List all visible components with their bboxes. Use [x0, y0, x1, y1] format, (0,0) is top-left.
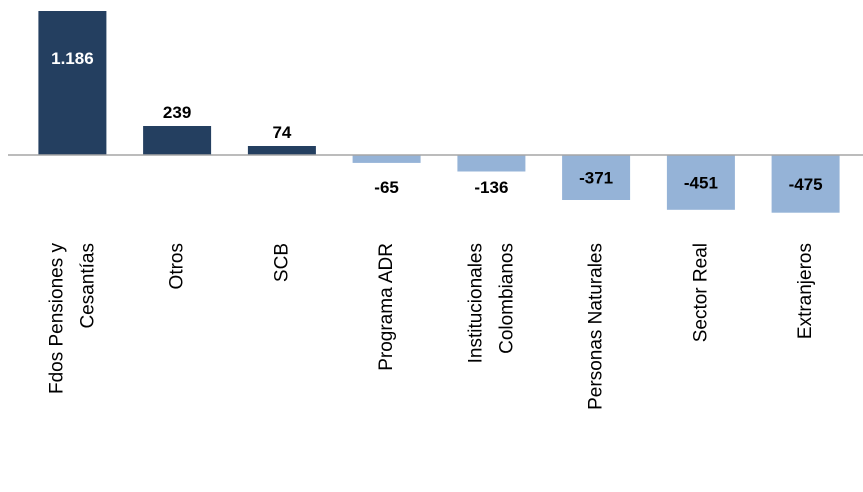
- bar-0: [38, 11, 107, 155]
- category-label-2: SCB: [271, 243, 292, 282]
- category-label-0-line-1: Cesantías: [77, 243, 98, 329]
- category-label-7: Extranjeros: [795, 243, 816, 339]
- bar-4: [457, 155, 526, 172]
- bar-3: [352, 155, 421, 163]
- category-labels-layer: Fdos Pensiones y Cesantías Otros SCB Program…: [46, 243, 816, 410]
- value-label-2: 74: [272, 123, 291, 142]
- category-label-1-line-0: Otros: [167, 243, 188, 289]
- bar-5: [562, 155, 631, 200]
- value-label-3: -65: [374, 178, 399, 197]
- category-label-5-line-0: Personas Naturales: [586, 243, 607, 410]
- value-label-6: -451: [684, 173, 718, 192]
- category-label-6: Sector Real: [690, 243, 711, 342]
- value-label-1: 239: [163, 103, 191, 122]
- value-label-5: -371: [579, 169, 613, 188]
- bar-2: [247, 146, 316, 155]
- category-label-7-line-0: Extranjeros: [795, 243, 816, 339]
- bar-7: [771, 155, 840, 213]
- category-label-2-line-0: SCB: [271, 243, 292, 282]
- category-label-3: Programa ADR: [376, 243, 397, 371]
- category-label-4-line-1: Colombianos: [496, 243, 517, 354]
- value-label-7: -475: [789, 175, 823, 194]
- bar-6: [666, 155, 735, 210]
- bars-layer: [38, 11, 840, 213]
- category-label-3-line-0: Programa ADR: [376, 243, 397, 371]
- category-label-6-line-0: Sector Real: [690, 243, 711, 342]
- value-labels-layer: 1.186 239 74 -65 -136 -371 -451 -475: [51, 49, 822, 197]
- category-label-4-line-0: Institucionales: [465, 243, 486, 363]
- category-label-4: Institucionales Colombianos: [465, 243, 517, 363]
- category-label-1: Otros: [167, 243, 188, 289]
- category-label-0-line-0: Fdos Pensiones y: [46, 243, 67, 395]
- bar-1: [143, 126, 212, 155]
- category-label-0: Fdos Pensiones y Cesantías: [46, 243, 98, 395]
- value-label-0: 1.186: [51, 49, 94, 68]
- value-label-4: -136: [474, 178, 508, 197]
- category-label-5: Personas Naturales: [586, 243, 607, 410]
